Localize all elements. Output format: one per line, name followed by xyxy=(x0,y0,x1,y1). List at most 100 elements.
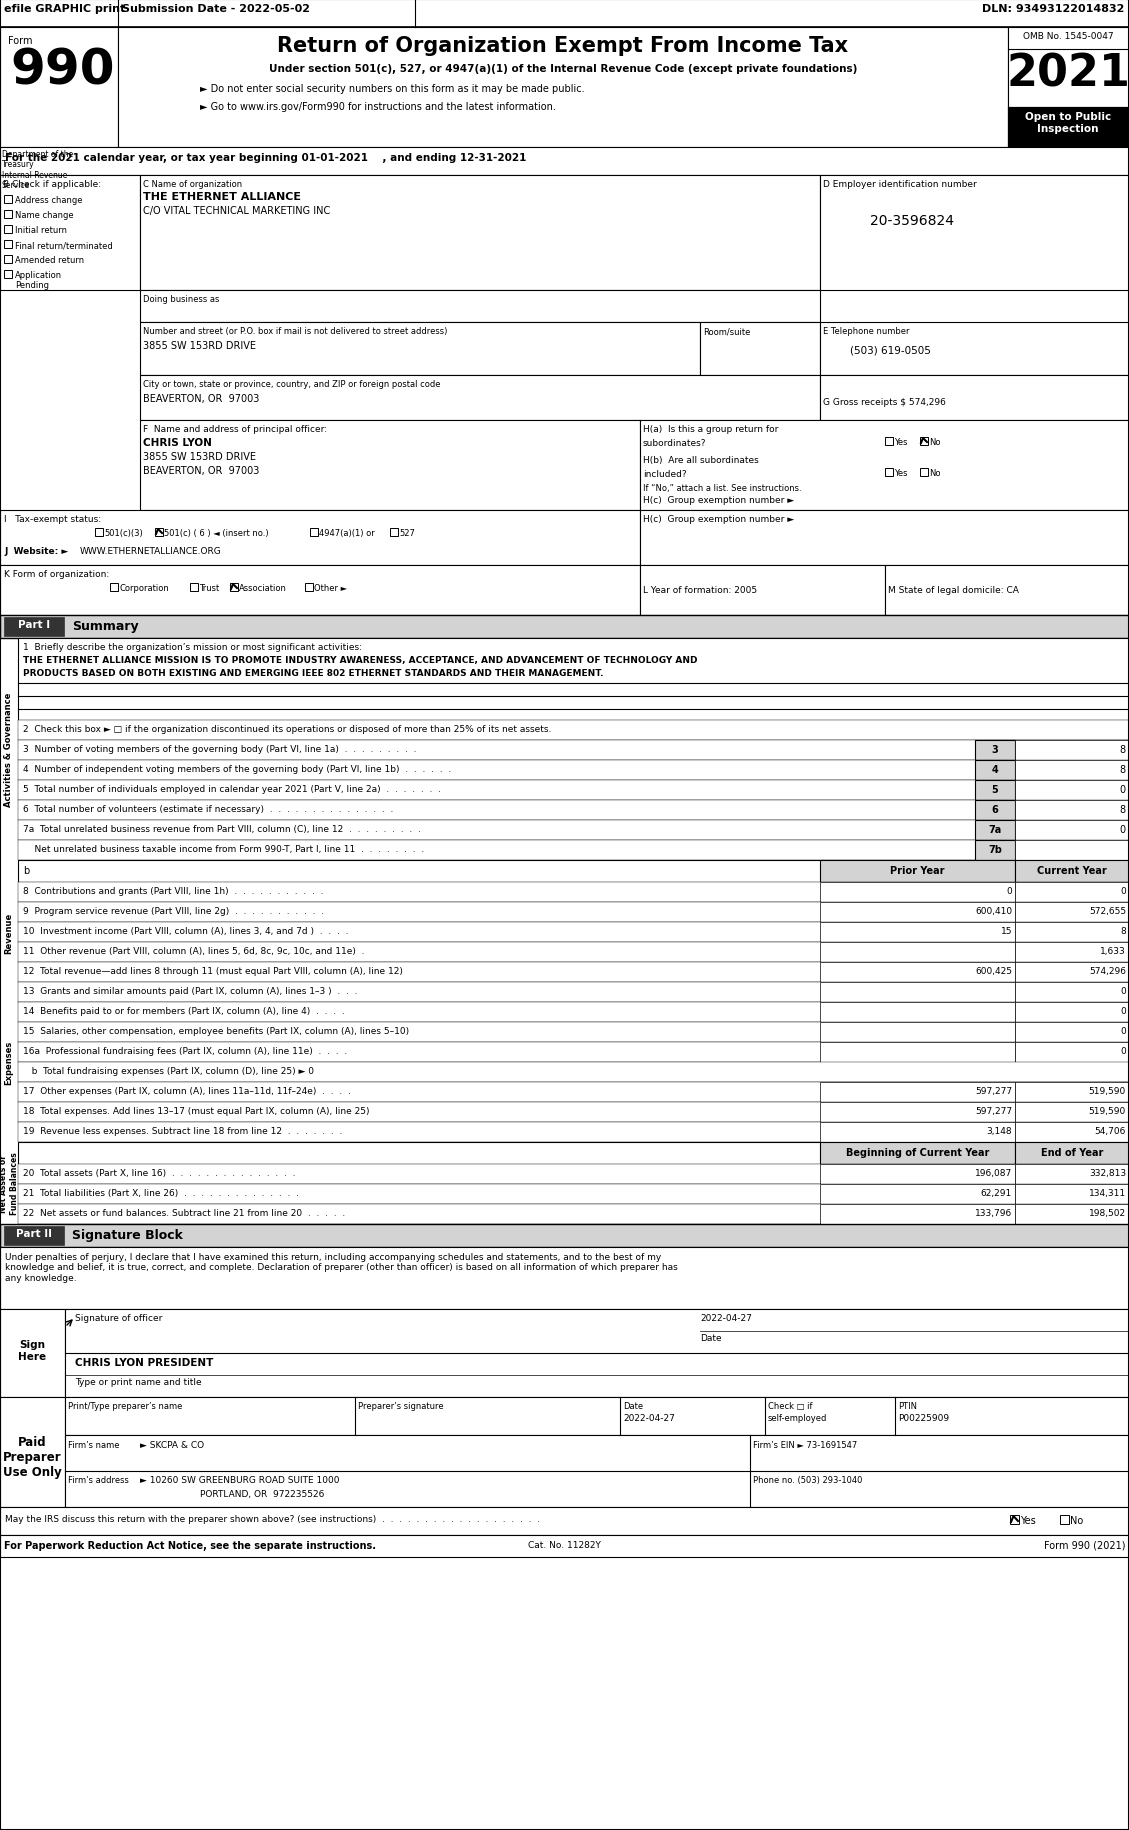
Text: Beginning of Current Year: Beginning of Current Year xyxy=(846,1147,989,1157)
Bar xyxy=(820,1003,1015,1023)
Bar xyxy=(1015,1043,1129,1063)
Bar xyxy=(18,983,1129,1003)
Bar xyxy=(18,860,1129,882)
Text: WWW.ETHERNETALLIANCE.ORG: WWW.ETHERNETALLIANCE.ORG xyxy=(80,547,221,556)
Bar xyxy=(820,860,1015,882)
Text: efile GRAPHIC print: efile GRAPHIC print xyxy=(5,4,125,15)
Text: b: b xyxy=(23,866,29,875)
Bar xyxy=(885,468,893,478)
Text: ► 10260 SW GREENBURG ROAD SUITE 1000: ► 10260 SW GREENBURG ROAD SUITE 1000 xyxy=(140,1475,340,1484)
Bar xyxy=(140,291,820,322)
Text: Trust: Trust xyxy=(199,584,219,593)
Text: Return of Organization Exempt From Income Tax: Return of Organization Exempt From Incom… xyxy=(278,37,849,57)
Text: Prior Year: Prior Year xyxy=(891,866,945,875)
Text: 133,796: 133,796 xyxy=(974,1208,1012,1217)
Text: City or town, state or province, country, and ZIP or foreign postal code: City or town, state or province, country… xyxy=(143,381,440,388)
Text: 3855 SW 153RD DRIVE: 3855 SW 153RD DRIVE xyxy=(143,340,256,351)
Bar xyxy=(5,210,12,220)
Bar xyxy=(885,565,1129,615)
Bar xyxy=(18,820,1129,840)
Text: Association: Association xyxy=(239,584,287,593)
Bar xyxy=(18,1184,1129,1204)
Bar xyxy=(140,421,640,511)
Text: E Telephone number: E Telephone number xyxy=(823,328,910,337)
Text: 20  Total assets (Part X, line 16)  .  .  .  .  .  .  .  .  .  .  .  .  .  .  .: 20 Total assets (Part X, line 16) . . . … xyxy=(23,1168,296,1177)
Text: 4: 4 xyxy=(991,765,998,774)
Bar xyxy=(140,176,820,291)
Bar xyxy=(1015,1082,1129,1102)
Bar xyxy=(310,529,318,536)
Bar xyxy=(5,271,12,278)
Text: Open to Public
Inspection: Open to Public Inspection xyxy=(1025,112,1111,134)
Text: H(a)  Is this a group return for: H(a) Is this a group return for xyxy=(644,425,778,434)
Text: CHRIS LYON: CHRIS LYON xyxy=(143,437,212,448)
Bar xyxy=(1015,840,1129,860)
Text: Yes: Yes xyxy=(894,437,908,447)
Bar xyxy=(5,256,12,264)
Text: K Form of organization:: K Form of organization: xyxy=(5,569,110,578)
Bar xyxy=(975,741,1015,761)
Text: Name change: Name change xyxy=(15,210,73,220)
Bar xyxy=(305,584,313,591)
Bar xyxy=(18,902,1129,922)
Bar xyxy=(975,781,1015,800)
Text: 9  Program service revenue (Part VIII, line 2g)  .  .  .  .  .  .  .  .  .  .  .: 9 Program service revenue (Part VIII, li… xyxy=(23,906,324,915)
Bar xyxy=(18,1003,1129,1023)
Bar xyxy=(820,1023,1015,1043)
Bar xyxy=(18,1043,1129,1063)
Text: BEAVERTON, OR  97003: BEAVERTON, OR 97003 xyxy=(143,467,260,476)
Bar xyxy=(640,511,1129,565)
Text: Other ►: Other ► xyxy=(314,584,347,593)
Bar xyxy=(65,1398,1129,1435)
Bar xyxy=(820,1142,1015,1164)
Text: Net unrelated business taxable income from Form 990-T, Part I, line 11  .  .  . : Net unrelated business taxable income fr… xyxy=(23,844,425,853)
Text: 7b: 7b xyxy=(988,844,1001,855)
Bar xyxy=(1015,983,1129,1003)
Bar xyxy=(0,511,640,565)
Bar xyxy=(820,1204,1015,1224)
Text: 15  Salaries, other compensation, employee benefits (Part IX, column (A), lines : 15 Salaries, other compensation, employe… xyxy=(23,1027,409,1036)
Bar xyxy=(18,1204,1129,1224)
Bar xyxy=(1015,963,1129,983)
Bar xyxy=(975,820,1015,840)
Text: 8: 8 xyxy=(1120,745,1126,754)
Text: Part I: Part I xyxy=(18,620,50,630)
Text: 20-3596824: 20-3596824 xyxy=(870,214,954,229)
Bar xyxy=(65,1435,1129,1508)
Bar xyxy=(1060,1515,1069,1524)
Bar xyxy=(18,922,1129,942)
Text: 8  Contributions and grants (Part VIII, line 1h)  .  .  .  .  .  .  .  .  .  .  : 8 Contributions and grants (Part VIII, l… xyxy=(23,886,324,895)
Bar xyxy=(190,584,198,591)
Bar xyxy=(820,375,1129,421)
Text: 17  Other expenses (Part IX, column (A), lines 11a–11d, 11f–24e)  .  .  .  .: 17 Other expenses (Part IX, column (A), … xyxy=(23,1087,351,1096)
Bar xyxy=(1015,942,1129,963)
Bar xyxy=(820,963,1015,983)
Text: Revenue: Revenue xyxy=(5,911,14,953)
Bar xyxy=(18,800,1129,820)
Bar xyxy=(640,421,1129,511)
Text: I   Tax-exempt status:: I Tax-exempt status: xyxy=(5,514,102,523)
Bar xyxy=(820,1184,1015,1204)
Text: 7a  Total unrelated business revenue from Part VIII, column (C), line 12  .  .  : 7a Total unrelated business revenue from… xyxy=(23,825,421,833)
Text: 21  Total liabilities (Part X, line 26)  .  .  .  .  .  .  .  .  .  .  .  .  .  : 21 Total liabilities (Part X, line 26) .… xyxy=(23,1188,299,1197)
Bar xyxy=(820,322,1129,375)
Text: subordinates?: subordinates? xyxy=(644,439,707,448)
Text: 3: 3 xyxy=(991,745,998,754)
Bar xyxy=(18,942,1129,963)
Text: Check □ if: Check □ if xyxy=(768,1402,813,1411)
Text: 0: 0 xyxy=(1120,825,1126,834)
Bar xyxy=(820,1102,1015,1122)
Text: Date: Date xyxy=(700,1334,721,1341)
Text: ► Do not enter social security numbers on this form as it may be made public.: ► Do not enter social security numbers o… xyxy=(200,84,585,93)
Text: 4  Number of independent voting members of the governing body (Part VI, line 1b): 4 Number of independent voting members o… xyxy=(23,765,452,774)
Bar xyxy=(820,942,1015,963)
Text: included?: included? xyxy=(644,470,686,479)
Bar xyxy=(975,800,1015,820)
Text: 501(c)(3): 501(c)(3) xyxy=(104,529,142,538)
Bar xyxy=(1015,1102,1129,1122)
Text: 11  Other revenue (Part VIII, column (A), lines 5, 6d, 8c, 9c, 10c, and 11e)  .: 11 Other revenue (Part VIII, column (A),… xyxy=(23,946,365,955)
Text: Under penalties of perjury, I declare that I have examined this return, includin: Under penalties of perjury, I declare th… xyxy=(5,1252,677,1283)
Text: 3,148: 3,148 xyxy=(987,1127,1012,1135)
Text: Signature of officer: Signature of officer xyxy=(75,1314,163,1323)
Bar xyxy=(18,639,1129,721)
